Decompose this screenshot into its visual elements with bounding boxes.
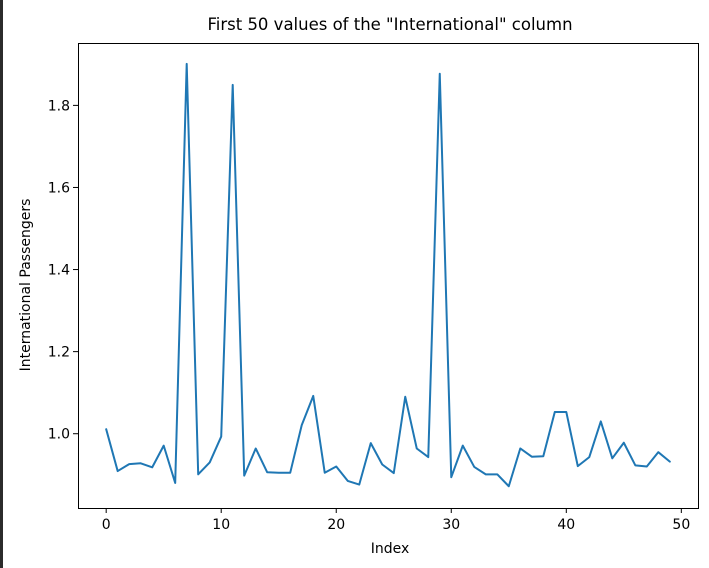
y-tick-label: 1.2 <box>48 345 70 361</box>
y-tick-label: 1.4 <box>48 263 70 279</box>
y-axis-ticks: 1.0 1.2 1.4 1.6 1.8 <box>48 98 78 443</box>
line-chart: First 50 values of the "International" c… <box>18 15 699 557</box>
x-axis-ticks: 0 10 20 30 40 50 <box>102 508 690 533</box>
series-line <box>105 62 671 488</box>
chart-title: First 50 values of the "International" c… <box>207 15 572 34</box>
x-tick-label: 0 <box>102 517 111 533</box>
x-tick-label: 10 <box>212 517 230 533</box>
axes-border <box>78 43 699 509</box>
axes-frame <box>78 43 699 509</box>
y-tick-label: 1.0 <box>48 427 70 443</box>
x-tick-label: 40 <box>557 517 575 533</box>
y-tick-label: 1.8 <box>48 98 70 114</box>
series-layer <box>105 62 671 488</box>
chart-figure: First 50 values of the "International" c… <box>3 0 709 568</box>
x-tick-label: 20 <box>327 517 345 533</box>
y-tick-label: 1.6 <box>48 180 70 196</box>
x-tick-label: 30 <box>442 517 460 533</box>
y-axis-label: International Passengers <box>18 199 34 372</box>
x-axis-label: Index <box>371 541 410 557</box>
x-tick-label: 50 <box>672 517 690 533</box>
